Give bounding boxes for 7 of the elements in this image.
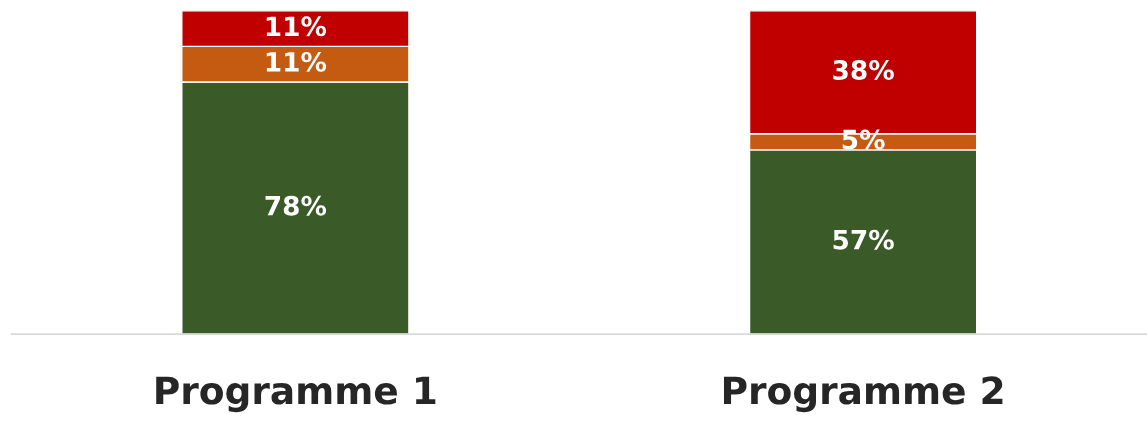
data-label: 11% — [266, 16, 327, 37]
x-tick-label: Programme 1 — [156, 376, 436, 413]
data-label: 38% — [833, 59, 894, 80]
data-label: 11% — [266, 51, 327, 72]
data-label: 78% — [265, 195, 327, 216]
data-label: 57% — [833, 229, 894, 250]
x-tick-label: Programme 2 — [724, 376, 1003, 413]
